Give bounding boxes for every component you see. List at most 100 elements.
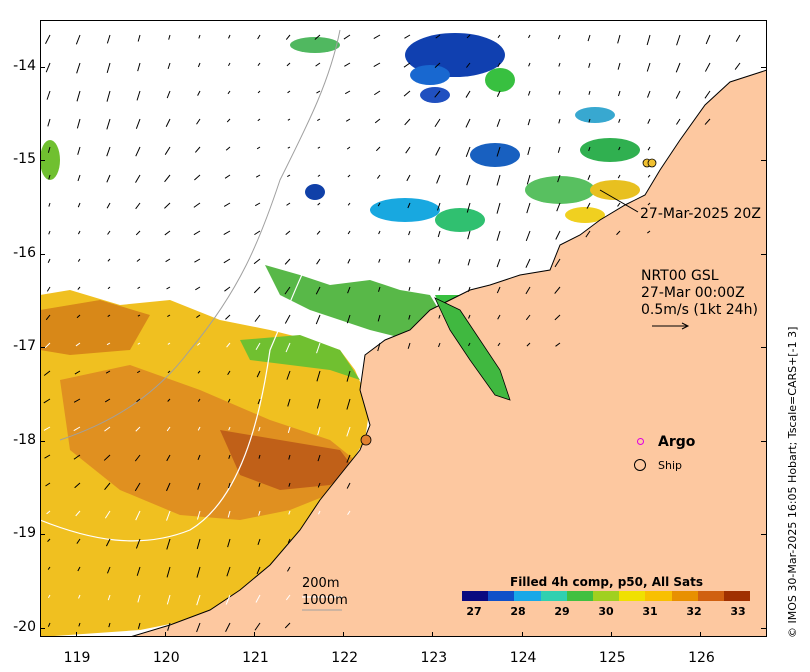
current-vector [73, 398, 81, 403]
current-vector [314, 34, 321, 40]
current-vector [46, 510, 51, 515]
colorbar-segment [592, 591, 620, 601]
current-vector [196, 566, 201, 578]
x-tick-label: 126 [688, 650, 715, 666]
current-vector [47, 538, 51, 542]
current-vector [104, 510, 111, 519]
current-vector [346, 426, 351, 437]
current-vector [106, 342, 111, 346]
sst-green-rim [240, 335, 360, 380]
current-vector [47, 566, 51, 570]
current-vector [75, 34, 81, 45]
current-vector [224, 286, 231, 292]
ship-marker [647, 158, 657, 168]
current-vector [135, 510, 141, 521]
current-vector [197, 454, 201, 460]
current-vector [317, 146, 321, 149]
current-vector [254, 622, 261, 631]
current-vector [257, 62, 261, 66]
map-frame [40, 20, 767, 637]
current-vector [76, 90, 81, 102]
current-vector [257, 90, 261, 94]
current-vector [225, 594, 231, 605]
current-vector [106, 90, 111, 102]
current-vector [45, 34, 51, 44]
current-vector [104, 426, 111, 432]
current-vector [466, 34, 471, 39]
current-vector [373, 90, 381, 96]
current-vector [288, 454, 291, 460]
current-vector [496, 258, 501, 268]
current-vector [374, 118, 381, 124]
current-vector [135, 230, 141, 236]
current-vector [165, 118, 171, 128]
current-vector [588, 146, 591, 152]
colorbar-segment [671, 591, 698, 601]
current-vector [136, 258, 141, 262]
current-vector [225, 146, 231, 151]
current-vector [346, 370, 351, 382]
colorbar-tick-label: 30 [598, 605, 614, 618]
current-vector [344, 62, 351, 67]
current-vector [256, 370, 261, 378]
current-vector [223, 230, 231, 235]
current-vector [347, 202, 351, 206]
current-vector [44, 342, 51, 349]
current-vector [526, 202, 531, 214]
current-vector [347, 230, 351, 235]
current-vector [284, 286, 291, 295]
current-vector [166, 510, 171, 521]
current-vector [347, 286, 351, 294]
current-vector [164, 174, 171, 183]
current-vector [647, 118, 651, 124]
current-vector [346, 398, 351, 410]
current-vector [47, 594, 51, 599]
x-tick-mark [343, 632, 345, 637]
y-tick-mark [40, 534, 45, 536]
current-vector [197, 482, 201, 490]
current-vector [106, 202, 111, 209]
current-vector [223, 258, 231, 264]
sst-northwest-band [40, 300, 150, 355]
y-tick-mark-right [761, 534, 766, 536]
sst-cool-patch [435, 208, 485, 232]
x-tick-mark [521, 632, 523, 637]
current-vector [166, 426, 171, 432]
current-vector [346, 342, 351, 353]
current-vector [137, 62, 141, 72]
current-vector [197, 62, 201, 68]
current-vector [434, 62, 441, 68]
current-vector [527, 90, 531, 96]
colorbar-segment [566, 591, 593, 601]
current-vector [164, 202, 171, 209]
current-vector [288, 510, 291, 515]
colorbar-tick-label: 31 [642, 605, 658, 618]
current-vector [315, 62, 321, 67]
current-vector [77, 146, 81, 155]
current-vector [317, 202, 321, 206]
current-vector [676, 118, 681, 125]
current-vector [434, 118, 441, 128]
current-vector [256, 146, 261, 150]
current-vector [316, 230, 321, 235]
current-vector [554, 314, 561, 321]
current-vector [585, 230, 591, 238]
current-vector [73, 426, 81, 432]
current-vector [135, 426, 141, 432]
current-vector [285, 342, 291, 353]
current-vector [647, 230, 651, 234]
current-vector [253, 258, 261, 265]
colorbar-segment [619, 591, 646, 601]
current-vector [377, 342, 381, 352]
current-vector [527, 146, 531, 156]
current-vector [228, 482, 231, 489]
scale-label: 0.5m/s (1kt 24h) [641, 302, 758, 318]
current-vector [45, 314, 51, 321]
contour-1000m-label: 1000m [302, 593, 348, 608]
sst-cool-patch [305, 184, 325, 200]
current-vector [528, 34, 531, 39]
current-vector [465, 118, 471, 128]
current-vector [438, 314, 441, 319]
current-vector [226, 342, 231, 348]
current-vector [496, 202, 501, 214]
